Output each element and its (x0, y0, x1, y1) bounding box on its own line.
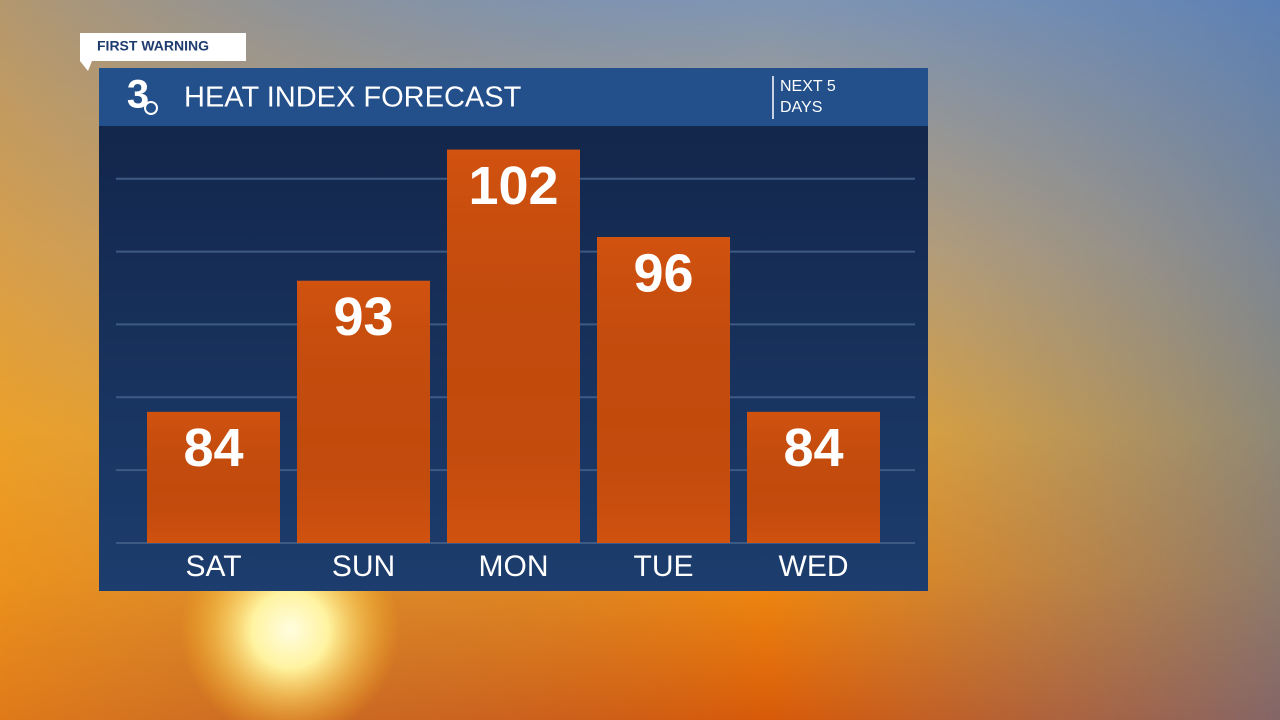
logo: 3 (127, 73, 149, 117)
value-label: 84 (783, 418, 843, 478)
brand-tag-tail (80, 61, 92, 71)
bar-shade (447, 149, 580, 544)
x-tick-label: TUE (634, 550, 694, 583)
logo-eye (144, 101, 158, 115)
bar-shade (147, 411, 280, 543)
plot: 84 SAT 93 SUN 102 MON 96 TUE 84 WED (116, 149, 915, 583)
brand: FIRST WARNING (97, 38, 209, 54)
header (99, 68, 928, 126)
brand-tag (80, 33, 246, 61)
value-label: 96 (633, 243, 693, 303)
chart-title: HEAT INDEX FORECAST (184, 82, 522, 114)
x-tick-label: SAT (185, 550, 241, 583)
bar-shade (297, 280, 430, 543)
bar-shade (597, 237, 730, 543)
x-tick-label: SUN (332, 550, 395, 583)
value-label: 102 (468, 156, 558, 216)
value-label: 93 (333, 287, 393, 347)
bar-shade (747, 411, 880, 543)
subtitle-box: NEXT 5 DAYS (780, 78, 836, 116)
x-tick-label: MON (479, 550, 549, 583)
value-label: 84 (183, 418, 243, 478)
x-tick-label: WED (779, 550, 849, 583)
chart-subtitle: NEXT 5 DAYS (780, 78, 836, 116)
